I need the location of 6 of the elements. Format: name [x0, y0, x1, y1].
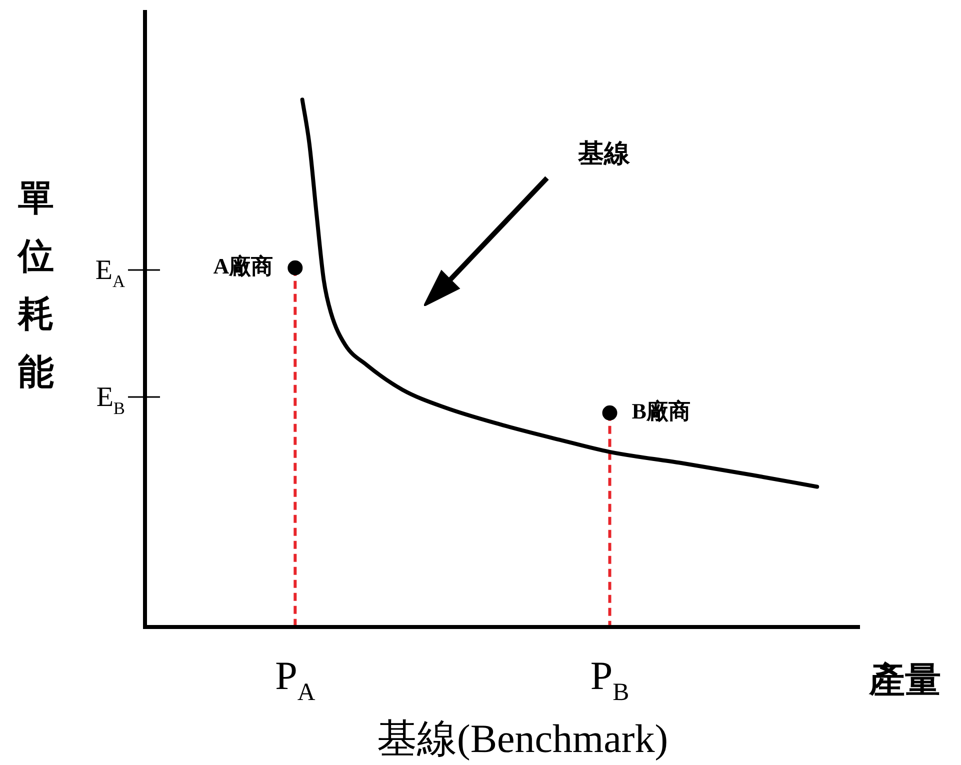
- x-axis-title: 產量: [868, 660, 941, 700]
- text: 基線(Benchmark): [376, 716, 668, 761]
- annotation: 基線: [577, 139, 631, 168]
- series-label: B廠商: [632, 398, 690, 424]
- series-label: A廠商: [213, 254, 274, 279]
- y-axis-title: 單位耗能: [16, 178, 54, 392]
